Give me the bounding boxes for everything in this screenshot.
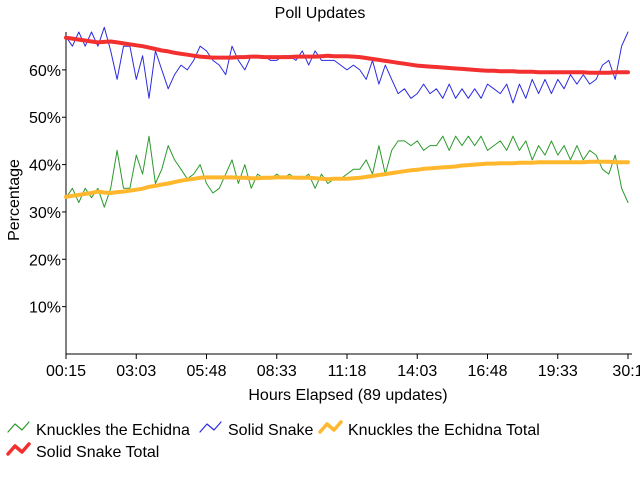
series-line-solid-snake — [65, 26, 629, 104]
legend-label: Solid Snake — [228, 422, 313, 439]
series-line-knuckles-the-echidna-total — [64, 159, 630, 199]
x-tick-label: 08:33 — [257, 363, 297, 380]
x-tick-label: 16:48 — [467, 363, 507, 380]
y-tick-label: 20% — [29, 252, 61, 269]
legend-swatch-knuckles-the-echidna-total — [318, 420, 343, 434]
y-axis-label: Percentage — [6, 159, 23, 241]
y-tick-label: 60% — [29, 63, 61, 80]
y-tick-label: 40% — [29, 158, 61, 175]
legend-swatch-solid-snake-total — [6, 442, 31, 456]
y-tick-label: 10% — [29, 300, 61, 317]
x-tick-label: 00:15 — [46, 363, 86, 380]
y-tick-label: 50% — [29, 110, 61, 127]
x-axis-label: Hours Elapsed (89 updates) — [248, 387, 447, 404]
legend-label: Knuckles the Echidna Total — [348, 422, 540, 439]
chart-title: Poll Updates — [275, 5, 366, 22]
x-tick-label: 03:03 — [116, 363, 156, 380]
plot-area: 10% 20% 30% 40% 50% 60% 00:15 03:03 05:48 08:33 11… — [29, 26, 640, 380]
legend-swatch-knuckles-the-echidna — [7, 421, 30, 433]
x-tick-label: 05:48 — [186, 363, 226, 380]
legend: Knuckles the Echidna Solid Snake Knuckles … — [6, 420, 540, 461]
x-tick-label: 19:33 — [538, 363, 578, 380]
legend-label: Solid Snake Total — [36, 444, 159, 461]
series-line-knuckles-the-echidna — [65, 135, 629, 208]
legend-label: Knuckles the Echidna — [36, 422, 190, 439]
x-tick-label: 30:1 — [612, 363, 640, 380]
x-tick-label: 14:03 — [397, 363, 437, 380]
x-tick-label: 11:18 — [328, 363, 367, 380]
series-line-solid-snake-total — [64, 35, 630, 75]
legend-swatch-solid-snake — [199, 421, 222, 433]
y-tick-label: 30% — [29, 205, 61, 222]
